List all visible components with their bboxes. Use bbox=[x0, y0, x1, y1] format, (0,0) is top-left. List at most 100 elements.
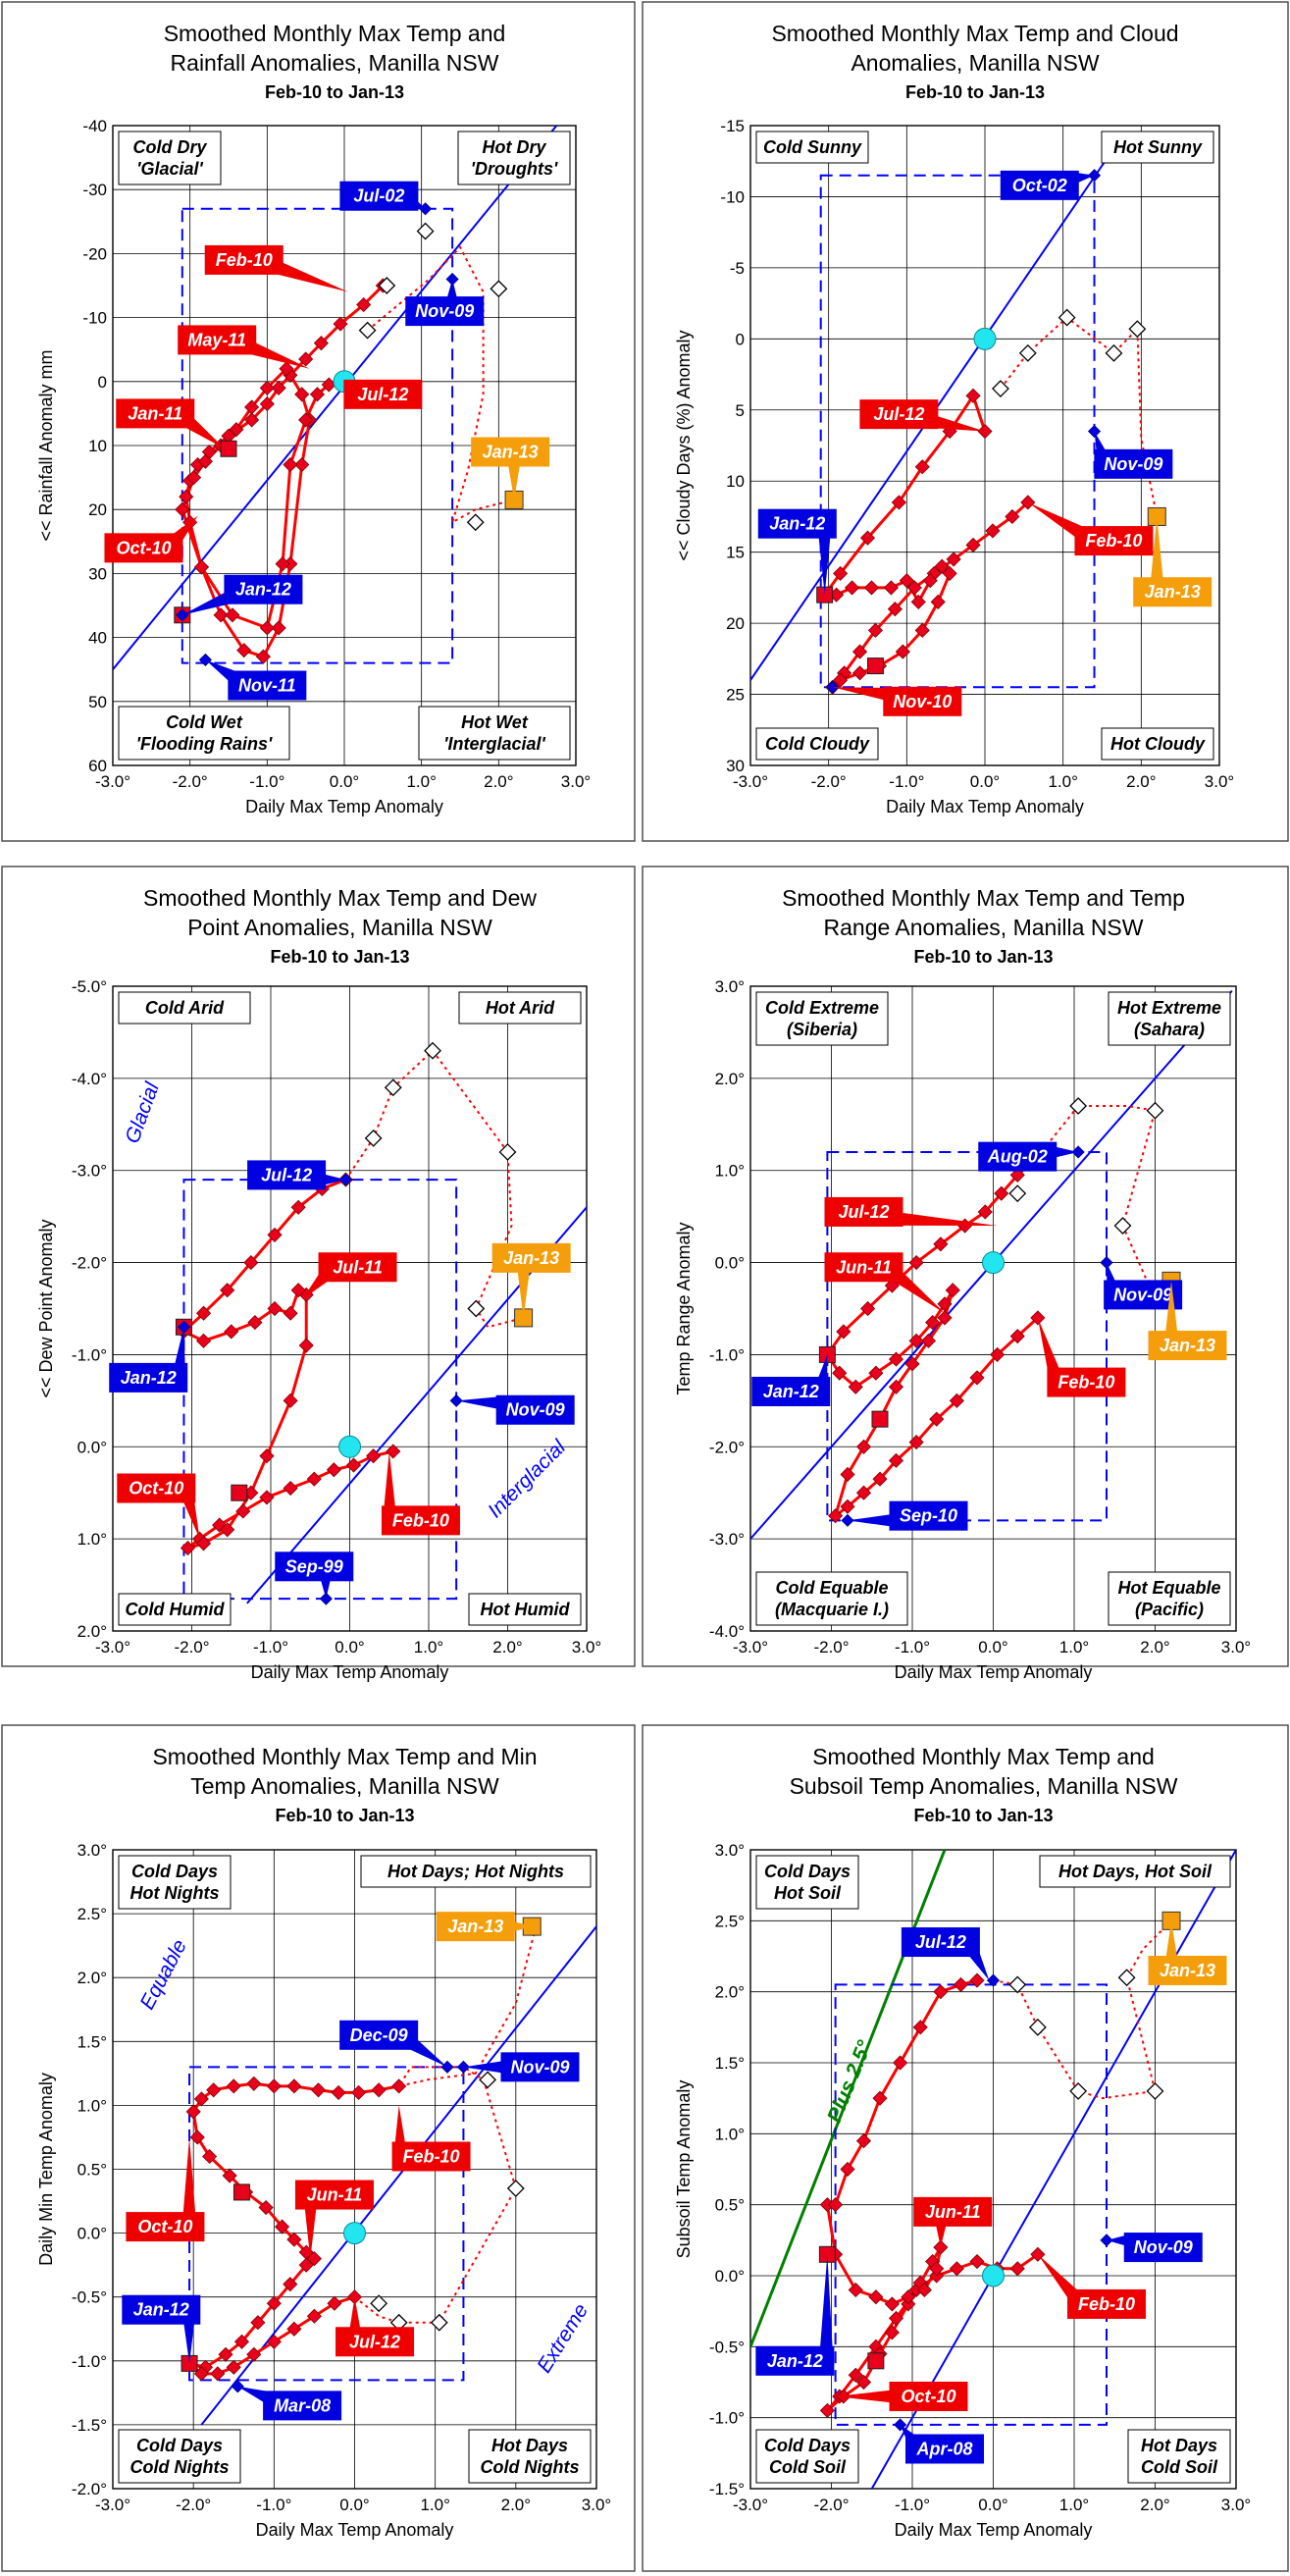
data-point bbox=[247, 1315, 263, 1331]
data-point bbox=[196, 1333, 212, 1348]
quadrant-label: Hot Dry bbox=[482, 137, 546, 157]
data-point bbox=[929, 1411, 945, 1427]
x-tick-label: 3.0° bbox=[582, 2496, 611, 2514]
quadrant-label-box bbox=[118, 2429, 241, 2484]
quadrant-label-box bbox=[755, 1855, 859, 1910]
y-tick-label: 20 bbox=[88, 500, 107, 519]
open-data-point bbox=[1008, 1975, 1027, 1994]
callout-pointer bbox=[1037, 1317, 1060, 1380]
origin-point bbox=[982, 2264, 1005, 2287]
callout-label: May-11 bbox=[187, 330, 246, 349]
x-tick-label: 1.0° bbox=[414, 1638, 443, 1656]
data-point bbox=[306, 2308, 322, 2324]
callout-pointer bbox=[181, 590, 234, 615]
data-point bbox=[286, 2078, 302, 2094]
callout-label: Nov-09 bbox=[1104, 454, 1162, 474]
y-tick-label: 0.0° bbox=[77, 2225, 107, 2243]
x-tick-label: 3.0° bbox=[561, 772, 591, 791]
callout-box bbox=[859, 399, 939, 430]
data-point bbox=[313, 336, 329, 351]
data-point bbox=[872, 2090, 888, 2106]
callout-label: Jul-11 bbox=[333, 1257, 383, 1277]
plot-content: Cold Sunny Hot Sunny Cold Cloudy Hot Cloudy bbox=[750, 126, 1219, 765]
callout-pointer bbox=[303, 2199, 317, 2259]
data-point bbox=[930, 594, 946, 609]
chart-title: Range Anomalies, Manilla NSW bbox=[824, 915, 1144, 940]
callout-pointer bbox=[1164, 1281, 1178, 1341]
data-point bbox=[884, 2325, 900, 2340]
callout-box bbox=[381, 1505, 460, 1536]
y-tick-label: -1.0° bbox=[709, 2409, 745, 2428]
data-point bbox=[259, 1490, 275, 1505]
quadrant-label: Hot Nights bbox=[130, 1883, 220, 1903]
callout-box bbox=[1148, 1955, 1227, 1985]
callout-label: Dec-09 bbox=[350, 2025, 408, 2045]
data-point bbox=[895, 644, 910, 659]
data-point bbox=[859, 530, 876, 546]
x-tick-label: -2.0° bbox=[813, 2496, 849, 2514]
data-point bbox=[218, 2346, 233, 2362]
data-point bbox=[910, 594, 926, 609]
data-point bbox=[912, 2020, 928, 2035]
y-tick-label: -4.0° bbox=[709, 1622, 745, 1641]
data-point bbox=[934, 558, 950, 574]
range-box-dashed bbox=[181, 207, 454, 664]
data-point bbox=[197, 453, 213, 469]
callout-box bbox=[263, 2391, 342, 2421]
callout-box bbox=[339, 2020, 419, 2050]
data-point bbox=[833, 672, 849, 688]
callout-box bbox=[224, 574, 303, 605]
data-point bbox=[949, 2261, 964, 2277]
quadrant-label: Cold Days bbox=[131, 1862, 218, 1881]
data-point bbox=[298, 1338, 314, 1353]
quadrant-label: Hot Days, Hot Soil bbox=[1058, 1862, 1213, 1881]
y-tick-label: 50 bbox=[88, 693, 107, 711]
y-tick-label: 3.0° bbox=[715, 1841, 745, 1860]
y-tick-label: 0.0° bbox=[77, 1438, 107, 1456]
data-point bbox=[848, 2367, 863, 2383]
callout-pointer bbox=[393, 2105, 406, 2154]
callout-pointer bbox=[929, 414, 985, 432]
quadrant-label: Hot Wet bbox=[461, 712, 529, 732]
callout-label: Feb-10 bbox=[1058, 1373, 1114, 1393]
data-point bbox=[193, 559, 210, 575]
quadrant-label-box bbox=[468, 2429, 592, 2484]
data-point bbox=[259, 620, 275, 636]
x-tick-label: 1.0° bbox=[420, 2496, 449, 2514]
callout-box bbox=[339, 181, 419, 211]
chart-subtitle: Feb-10 to Jan-13 bbox=[913, 1806, 1053, 1825]
quadrant-label-box bbox=[755, 2429, 859, 2484]
data-point bbox=[965, 388, 981, 403]
callout-pointer bbox=[892, 1268, 945, 1314]
data-point bbox=[244, 412, 260, 428]
open-data-point bbox=[358, 321, 377, 340]
x-axis-label: Daily Max Temp Anomaly bbox=[256, 2520, 454, 2540]
origin-point bbox=[973, 327, 997, 350]
y-tick-label: 1.0° bbox=[77, 1530, 107, 1549]
open-data-point bbox=[1105, 343, 1123, 362]
callout-pointer bbox=[832, 687, 893, 702]
data-point bbox=[888, 1452, 904, 1468]
y-axis-label: Subsoil Temp Anomaly bbox=[674, 2080, 694, 2259]
data-point bbox=[908, 1333, 924, 1348]
callouts: Jan-13 Dec-09 Nov-09 Feb-10 Jun-11 Oct-10 Jan-… bbox=[122, 1912, 580, 2421]
chart-title: Smoothed Monthly Max Temp and bbox=[164, 21, 506, 46]
open-data-point bbox=[498, 1143, 517, 1161]
callout-label: Jan-12 bbox=[769, 514, 825, 534]
quadrant-label-box bbox=[118, 1593, 232, 1626]
open-data-point bbox=[1008, 1184, 1027, 1203]
y-tick-label: 10 bbox=[726, 472, 745, 491]
data-point bbox=[366, 1448, 382, 1464]
callout-box bbox=[889, 2381, 968, 2411]
callout-label: Apr-08 bbox=[915, 2439, 972, 2458]
quadrant-label: Hot Equable bbox=[1117, 1578, 1220, 1598]
open-data-point bbox=[1146, 1101, 1164, 1120]
callout-pointer bbox=[383, 1450, 396, 1517]
callout-box bbox=[343, 379, 423, 409]
callout-box bbox=[905, 2434, 984, 2464]
quadrant-label-box bbox=[118, 1855, 232, 1910]
callout-label: Aug-02 bbox=[987, 1147, 1048, 1167]
data-point bbox=[246, 2346, 262, 2362]
open-data-point bbox=[1146, 2082, 1164, 2100]
data-point bbox=[942, 565, 957, 581]
